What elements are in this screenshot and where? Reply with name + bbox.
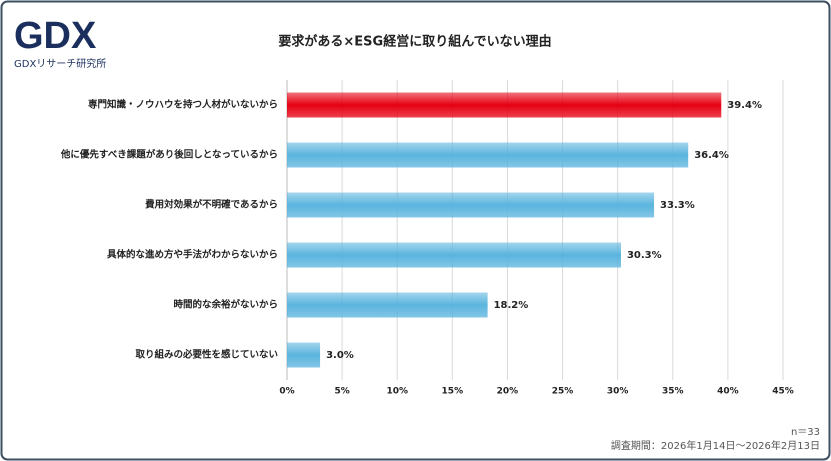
bar <box>287 142 689 168</box>
period-note: 調査期間：2026年1月14日～2026年2月13日 <box>611 439 820 452</box>
logo-subtitle: GDXリサーチ研究所 <box>14 57 106 70</box>
y-tick-label: 具体的な進め方や手法がわからないから <box>106 249 278 261</box>
y-tick-label: 専門知識・ノウハウを持つ人材がいないから <box>88 99 278 111</box>
bar <box>287 92 722 118</box>
x-tick-label: 40% <box>717 387 739 397</box>
x-tick-label: 25% <box>552 387 574 397</box>
y-tick-label: 時間的な余裕がないから <box>173 299 278 311</box>
x-tick-label: 5% <box>334 387 349 397</box>
y-tick-label: 取り組みの必要性を感じていない <box>135 349 278 361</box>
x-tick-label: 35% <box>662 387 684 397</box>
value-label: 3.0% <box>326 350 354 361</box>
bar <box>287 192 655 218</box>
x-tick-label: 30% <box>607 387 629 397</box>
y-tick-label: 費用対効果が不明確であるから <box>145 199 278 211</box>
value-label: 39.4% <box>727 100 762 111</box>
x-tick-label: 45% <box>772 387 794 397</box>
bar <box>287 242 621 268</box>
value-label: 36.4% <box>694 150 729 161</box>
y-tick-label: 他に優先すべき課題があり後回しとなっているから <box>60 149 278 161</box>
bar <box>287 292 488 318</box>
x-tick-label: 0% <box>279 387 294 397</box>
chart-title: 要求がある×ESG経営に取り組んでいない理由 <box>278 34 551 50</box>
x-tick-label: 20% <box>497 387 519 397</box>
bar <box>287 342 321 368</box>
value-label: 33.3% <box>660 200 695 211</box>
x-tick-label: 10% <box>386 387 408 397</box>
x-tick-label: 15% <box>442 387 464 397</box>
value-label: 30.3% <box>627 250 662 261</box>
logo: GDX <box>14 15 97 57</box>
value-label: 18.2% <box>494 300 529 311</box>
sample-note: n＝33 <box>791 427 820 438</box>
